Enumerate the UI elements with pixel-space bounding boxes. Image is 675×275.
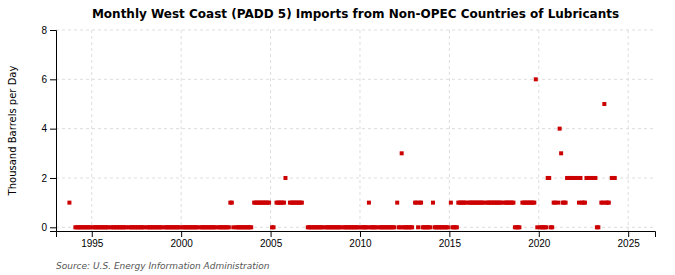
tick-mark bbox=[92, 231, 93, 237]
tick-label: 2010 bbox=[349, 238, 372, 249]
tick-mark bbox=[360, 231, 361, 237]
point bbox=[300, 201, 304, 205]
grid-line-x bbox=[628, 30, 629, 231]
grid-line-x bbox=[181, 30, 182, 231]
point bbox=[395, 201, 399, 205]
tick-mark bbox=[50, 129, 56, 130]
tick-mark bbox=[50, 178, 56, 179]
point bbox=[544, 225, 548, 229]
point bbox=[547, 176, 551, 180]
point bbox=[227, 225, 231, 229]
point bbox=[613, 176, 617, 180]
grid-line-y bbox=[56, 128, 655, 129]
tick-mark bbox=[628, 231, 629, 237]
point bbox=[550, 225, 554, 229]
point bbox=[267, 201, 271, 205]
tick: 2 bbox=[41, 173, 56, 184]
point bbox=[534, 77, 538, 81]
point bbox=[67, 201, 71, 205]
tick-mark bbox=[271, 231, 272, 237]
point bbox=[367, 201, 371, 205]
tick: 2025 bbox=[618, 231, 641, 249]
point bbox=[559, 151, 563, 155]
tick: 0 bbox=[41, 222, 56, 233]
point bbox=[400, 151, 404, 155]
tick-label: 2005 bbox=[260, 238, 283, 249]
point bbox=[419, 201, 423, 205]
grid-line-x bbox=[91, 30, 92, 231]
point bbox=[249, 225, 253, 229]
tick-mark bbox=[50, 227, 56, 228]
tick-label: 2020 bbox=[528, 238, 551, 249]
point bbox=[532, 201, 536, 205]
point bbox=[282, 201, 286, 205]
tick-mark bbox=[449, 231, 450, 237]
chart: 1995 2000 2005 2010 2015 2020 2025 0 2 4 6 8 Monthly… bbox=[0, 0, 675, 275]
point bbox=[416, 225, 420, 229]
tick: 2010 bbox=[349, 231, 372, 249]
tick: 2015 bbox=[439, 231, 462, 249]
tick-label: 2015 bbox=[439, 238, 462, 249]
point bbox=[455, 225, 459, 229]
point bbox=[428, 225, 432, 229]
point bbox=[593, 176, 597, 180]
tick-label: 6 bbox=[41, 74, 47, 85]
tick-label: 2 bbox=[41, 173, 47, 184]
point bbox=[607, 201, 611, 205]
x-axis: 1995 2000 2005 2010 2015 2020 2025 bbox=[57, 231, 656, 249]
tick: 1995 bbox=[81, 231, 104, 249]
point bbox=[392, 225, 396, 229]
tick: 2005 bbox=[260, 231, 283, 249]
point bbox=[283, 176, 287, 180]
y-axis: 0 2 4 6 8 bbox=[41, 25, 56, 233]
tick-label: 4 bbox=[41, 123, 47, 134]
tick-label: 2000 bbox=[171, 238, 194, 249]
grid bbox=[56, 30, 655, 231]
tick-label: 8 bbox=[41, 25, 47, 36]
tick: 2020 bbox=[528, 231, 551, 249]
tick-label: 1995 bbox=[81, 238, 104, 249]
title: Monthly West Coast (PADD 5) Imports from… bbox=[92, 7, 619, 21]
point bbox=[583, 201, 587, 205]
point bbox=[517, 225, 521, 229]
plot: 1995 2000 2005 2010 2015 2020 2025 0 2 4 6 8 bbox=[41, 25, 655, 249]
point bbox=[596, 225, 600, 229]
axis-line bbox=[50, 31, 57, 232]
point bbox=[578, 176, 582, 180]
point bbox=[602, 102, 606, 106]
tick: 6 bbox=[41, 74, 56, 85]
point bbox=[230, 201, 234, 205]
point bbox=[449, 201, 453, 205]
source: Source: U.S. Energy Information Administ… bbox=[56, 261, 270, 271]
axis-line bbox=[57, 232, 656, 238]
point bbox=[410, 225, 414, 229]
points bbox=[67, 77, 616, 229]
y-axis-label: Thousand Barrels per Day bbox=[7, 66, 18, 197]
tick-mark bbox=[539, 231, 540, 237]
grid-line-y bbox=[56, 79, 655, 80]
point bbox=[558, 127, 562, 131]
tick: 2000 bbox=[171, 231, 194, 249]
tick: 8 bbox=[41, 25, 56, 36]
grid-line-x bbox=[538, 30, 539, 231]
tick: 4 bbox=[41, 123, 56, 134]
tick-mark bbox=[181, 231, 182, 237]
point bbox=[556, 201, 560, 205]
grid-line-x bbox=[359, 30, 360, 231]
point bbox=[564, 201, 568, 205]
tick-mark bbox=[50, 79, 56, 80]
tick-label: 0 bbox=[41, 222, 47, 233]
grid-line-y bbox=[56, 30, 655, 31]
tick-label: 2025 bbox=[618, 238, 641, 249]
point bbox=[511, 201, 515, 205]
point bbox=[446, 225, 450, 229]
point bbox=[272, 225, 276, 229]
tick-mark bbox=[50, 30, 56, 31]
point bbox=[431, 201, 435, 205]
